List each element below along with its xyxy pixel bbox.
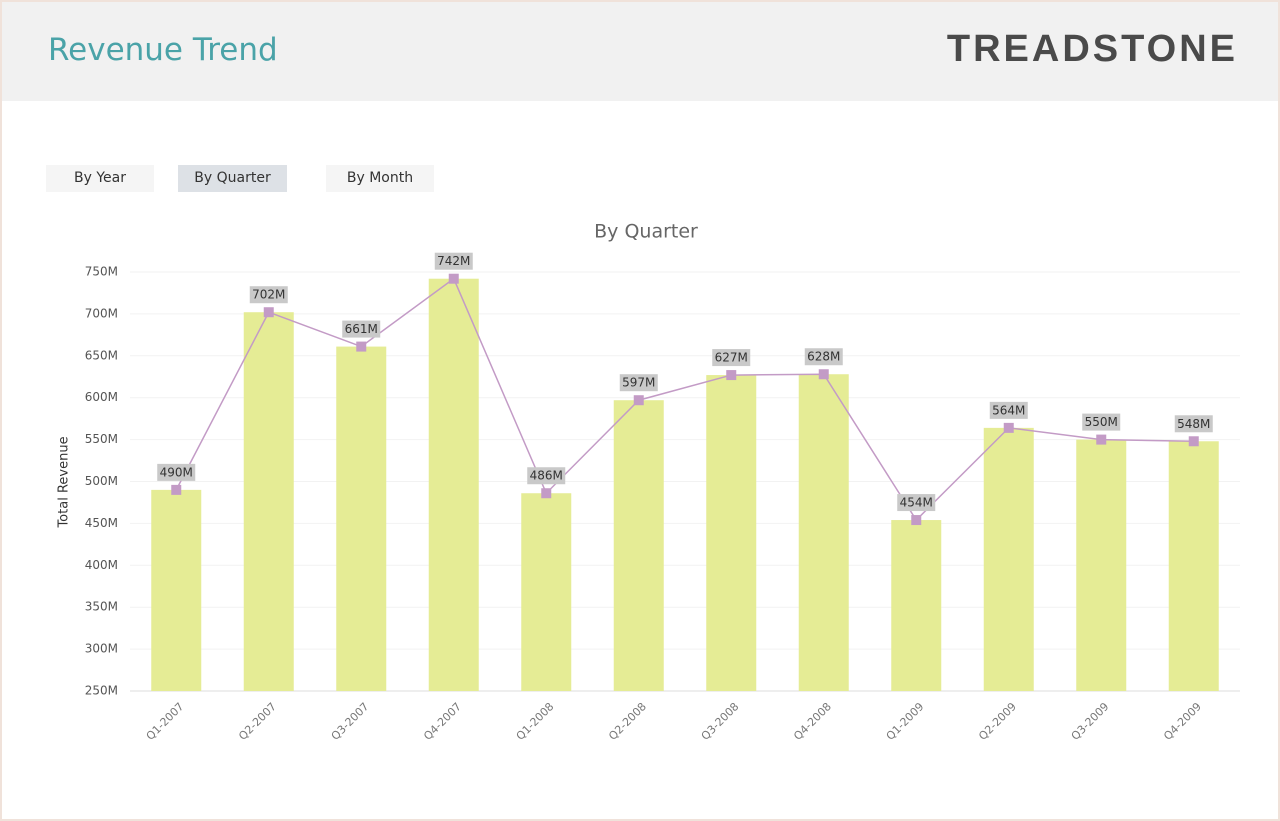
bar	[243, 312, 294, 691]
y-tick-label: 550M	[85, 432, 118, 446]
bar	[521, 493, 572, 691]
x-tick-label: Q3-2008	[699, 700, 742, 743]
line	[175, 277, 1194, 522]
data-label-box	[1082, 413, 1121, 431]
y-tick-label: 450M	[85, 516, 118, 530]
data-label-box	[897, 494, 936, 512]
y-axis-label: Total Revenue	[57, 436, 72, 528]
y-tick-label: 500M	[85, 474, 118, 488]
data-label: 486M	[527, 467, 566, 485]
y-tick-label: 350M	[85, 600, 118, 614]
data-label: 490M	[157, 463, 196, 481]
data-label: 548M	[1174, 415, 1213, 433]
bar	[983, 427, 1034, 691]
data-label-box	[249, 286, 288, 304]
x-tick-label: Q4-2009	[1161, 700, 1204, 743]
data-label: 661M	[342, 320, 381, 338]
line-marker	[263, 307, 274, 318]
y-tick-label: 300M	[85, 642, 118, 656]
data-label-text: 627M	[715, 351, 748, 365]
data-label: 564M	[989, 401, 1028, 419]
line-marker	[911, 515, 922, 526]
tab-button[interactable]: By Month	[326, 165, 434, 192]
data-label-text: 454M	[900, 496, 933, 510]
data-label: 628M	[804, 348, 843, 366]
x-tick-label: Q2-2007	[236, 700, 279, 743]
line-marker	[1188, 436, 1199, 447]
data-label: 702M	[249, 286, 288, 304]
bar	[151, 489, 202, 691]
data-label-box	[989, 401, 1028, 419]
data-label-text: 597M	[622, 376, 655, 390]
data-label-box	[434, 252, 473, 270]
bar	[336, 346, 387, 691]
bar	[613, 400, 664, 691]
data-label-box	[1174, 415, 1213, 433]
bar	[891, 520, 942, 691]
bar	[1076, 439, 1127, 691]
line-marker	[1096, 434, 1107, 445]
line-marker	[356, 341, 367, 352]
line-marker	[171, 484, 182, 495]
y-tick-label: 400M	[85, 558, 118, 572]
data-label-text: 550M	[1085, 415, 1118, 429]
data-label-text: 661M	[345, 322, 378, 336]
data-label: 454M	[897, 494, 936, 512]
x-tick-label: Q2-2009	[976, 700, 1019, 743]
data-label-text: 742M	[437, 254, 470, 268]
bar	[706, 375, 757, 691]
line-marker	[448, 273, 459, 284]
y-tick-label: 700M	[85, 306, 118, 320]
page-title: Revenue Trend	[48, 32, 278, 68]
x-tick-label: Q1-2008	[514, 700, 557, 743]
data-label-box	[712, 349, 751, 367]
x-tick-label: Q4-2007	[421, 700, 464, 743]
header: Revenue Trend TREADSTONE	[2, 2, 1278, 101]
x-tick-label: Q2-2008	[606, 700, 649, 743]
line-marker	[541, 488, 552, 499]
line-marker	[633, 395, 644, 406]
y-tick-label: 250M	[85, 684, 118, 698]
data-label-box	[619, 374, 658, 392]
tab-button[interactable]: By Year	[46, 165, 154, 192]
bar	[798, 374, 849, 691]
x-tick-label: Q1-2009	[884, 700, 927, 743]
data-label-text: 490M	[160, 465, 193, 479]
x-tick-label: Q3-2009	[1069, 700, 1112, 743]
data-label-text: 702M	[252, 288, 285, 302]
data-label-box	[342, 320, 381, 338]
bar	[1168, 441, 1219, 691]
data-label: 742M	[434, 252, 473, 270]
line-marker	[818, 369, 829, 380]
data-label-text: 486M	[530, 469, 563, 483]
x-tick-label: Q1-2007	[144, 700, 187, 743]
data-label-text: 548M	[1177, 417, 1210, 431]
logo: TREADSTONE	[946, 28, 1238, 70]
chart-title: By Quarter	[594, 221, 698, 243]
data-label-text: 628M	[807, 350, 840, 364]
data-label-text: 564M	[992, 403, 1025, 417]
y-tick-label: 650M	[85, 348, 118, 362]
data-label-box	[157, 463, 196, 481]
data-label: 550M	[1082, 413, 1121, 431]
line-marker	[726, 370, 737, 381]
x-tick-label: Q4-2008	[791, 700, 834, 743]
data-label: 627M	[712, 349, 751, 367]
bar	[428, 278, 479, 691]
y-tick-label: 750M	[85, 265, 118, 279]
data-label: 597M	[619, 374, 658, 392]
tab-button[interactable]: By Quarter	[178, 165, 287, 192]
x-tick-label: Q3-2007	[329, 700, 372, 743]
line-marker	[1003, 422, 1014, 433]
data-label-box	[804, 348, 843, 366]
data-label-box	[527, 467, 566, 485]
y-tick-label: 600M	[85, 390, 118, 404]
